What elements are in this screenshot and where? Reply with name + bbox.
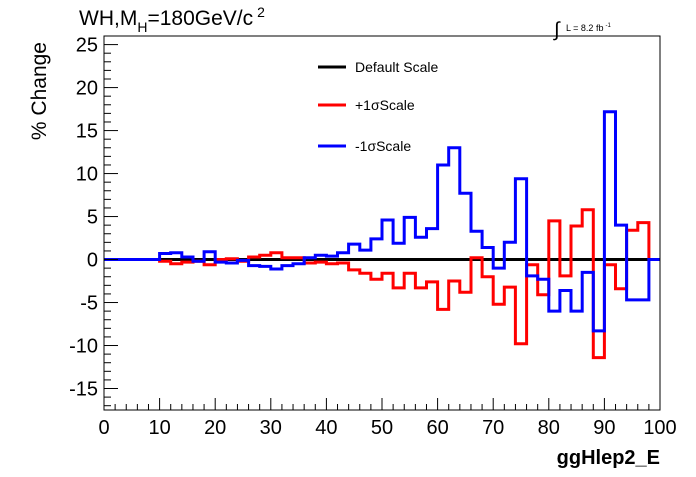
y-axis-title: % Change [28, 42, 51, 140]
y-tick-label: 20 [76, 78, 98, 100]
x-tick-label: 50 [371, 417, 393, 439]
y-tick-label: 15 [76, 121, 98, 143]
title-superscript: 2 [257, 4, 265, 20]
x-tick-label: 70 [482, 417, 504, 439]
x-tick-label: 40 [315, 417, 337, 439]
y-tick-label: 0 [87, 250, 98, 272]
lumi-superscript: -1 [605, 23, 611, 29]
y-tick-label: 25 [76, 35, 98, 57]
x-axis-title: ggHlep2_E [557, 447, 660, 469]
integral-icon: ∫ [553, 19, 561, 41]
x-tick-label: 30 [260, 417, 282, 439]
chart-title: WH,MH=180GeV/c 2 [79, 4, 265, 35]
x-tick-label: 60 [426, 417, 448, 439]
x-tick-label: 80 [538, 417, 560, 439]
y-tick-label: 5 [87, 207, 98, 229]
x-tick-label: 90 [593, 417, 615, 439]
lumi-text: L = 8.2 fb [566, 23, 603, 33]
y-tick-label: 10 [76, 164, 98, 186]
title-main: WH,M [79, 7, 137, 30]
x-tick-label: 20 [204, 417, 226, 439]
x-tick-label: 10 [148, 417, 170, 439]
series-line-minus-one-sigma [104, 110, 660, 333]
x-tick-label: 0 [98, 417, 109, 439]
legend-label: +1σScale [355, 97, 415, 113]
legend-label: Default Scale [355, 59, 438, 75]
y-tick-label: -5 [80, 293, 98, 315]
title-rest: =180GeV/c [147, 7, 253, 30]
legend: Default Scale +1σScale -1σScale [318, 59, 438, 154]
lumi-label: L = 8.2 fb -1 [566, 23, 611, 33]
y-tick-label: -10 [69, 336, 98, 358]
series-layer [104, 110, 660, 360]
x-tick-label: 100 [643, 417, 676, 439]
legend-label: -1σScale [355, 138, 411, 154]
y-tick-label: -15 [69, 379, 98, 401]
title-subscript: H [137, 19, 147, 35]
axes-layer: 0 10 20 30 40 50 60 70 80 90 100 -15 -10 -5 0 5 10 15 20 25 [69, 35, 677, 439]
